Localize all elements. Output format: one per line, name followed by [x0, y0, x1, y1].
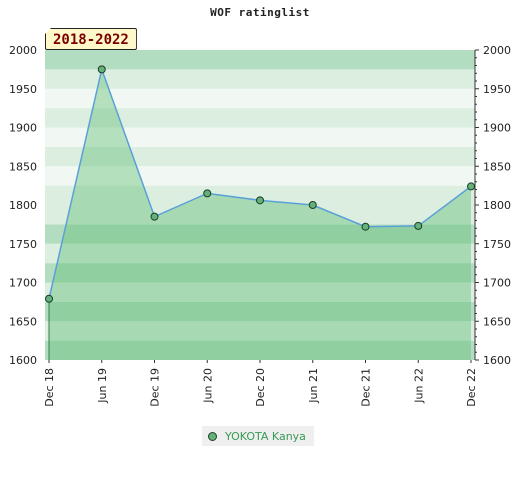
y-tick-label-right: 1850	[483, 160, 511, 173]
data-point	[97, 65, 106, 74]
y-axis-right-labels: 1600 1650 1700 1750 1800 1850 1900 1950 2000	[483, 44, 511, 367]
x-tick-label: Dec 19	[149, 368, 162, 407]
grid-band	[45, 321, 475, 341]
data-point	[467, 182, 475, 191]
y-tick-label-left: 1600	[9, 354, 37, 367]
y-tick-label-left: 1850	[9, 160, 37, 173]
series-area	[49, 69, 471, 360]
data-point	[361, 222, 370, 231]
grid-band	[45, 301, 475, 322]
x-tick-label: Jun 22	[412, 368, 425, 404]
x-tick-label: Dec 18	[43, 368, 56, 407]
legend-label: YOKOTA Kanya	[225, 429, 306, 443]
y-tick-label-right: 1800	[483, 199, 511, 212]
data-point	[150, 212, 159, 221]
grid-band	[45, 243, 475, 264]
grid-band	[45, 69, 475, 89]
grid-band	[45, 146, 475, 167]
rating-area	[48, 69, 471, 360]
y-tick-label-left: 1750	[9, 238, 37, 251]
x-tick-label: Dec 21	[360, 368, 373, 407]
data-point	[308, 201, 317, 209]
data-point	[45, 294, 53, 303]
y-tick-label-left: 1950	[9, 83, 37, 96]
grid-band	[45, 127, 475, 147]
data-point	[414, 221, 423, 230]
y-tick-label-left: 1700	[9, 277, 37, 290]
y-tick-label-right: 1750	[483, 238, 511, 251]
grid-band	[45, 282, 475, 302]
grid-band	[45, 166, 475, 186]
x-tick-label: Jun 20	[201, 368, 214, 404]
x-tick-label: Dec 22	[465, 368, 478, 407]
y-tick-label-left: 2000	[9, 44, 37, 57]
grid-band	[45, 108, 475, 128]
data-point	[203, 189, 212, 198]
y-tick-label-right: 1600	[483, 354, 511, 367]
legend[interactable]: YOKOTA Kanya	[202, 426, 314, 446]
y-tick-label-right: 1950	[483, 83, 511, 96]
y-tick-label-right: 1700	[483, 277, 511, 290]
y-tick-label-left: 1900	[9, 122, 37, 135]
y-tick-label-left: 1800	[9, 199, 37, 212]
legend-marker-icon	[208, 431, 217, 441]
y-axis-left-labels: 1600 1650 1700 1750 1800 1850 1900 1950 2000	[9, 44, 37, 367]
grid-band	[45, 50, 475, 70]
data-points	[45, 65, 475, 303]
chart-title: WOF ratinglist	[210, 6, 310, 19]
x-axis-labels: Dec 18 Jun 19 Dec 19 Jun 20 Dec 20 Jun 21 Dec …	[43, 368, 478, 407]
data-point	[256, 196, 264, 205]
y-tick-label-right: 1900	[483, 122, 511, 135]
grid-band	[45, 340, 475, 360]
axes	[48, 49, 479, 363]
grid-band	[45, 185, 475, 205]
grid-band	[45, 263, 475, 283]
y-tick-label-right: 2000	[483, 44, 511, 57]
x-tick-label: Jun 19	[96, 368, 109, 404]
x-tick-label: Dec 20	[254, 368, 267, 407]
period-badge: 2018-2022	[45, 28, 137, 50]
y-tick-label-left: 1650	[9, 315, 37, 328]
grid-band	[45, 88, 475, 109]
y-tick-label-right: 1650	[483, 315, 511, 328]
x-tick-label: Jun 21	[307, 368, 320, 404]
